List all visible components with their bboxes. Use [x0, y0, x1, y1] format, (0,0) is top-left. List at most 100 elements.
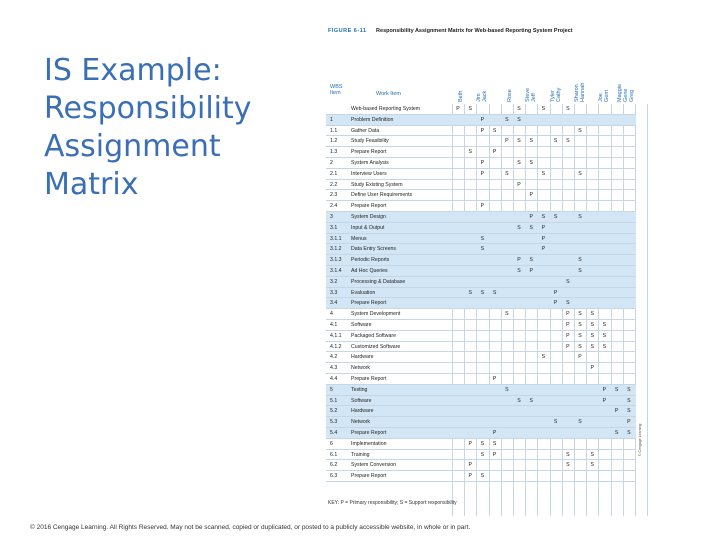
- responsibility-cell: S: [627, 386, 631, 393]
- grid-line: [452, 104, 453, 516]
- table-row: 6.1 Training S P S S: [326, 450, 636, 461]
- responsibility-cell: P: [566, 332, 570, 339]
- work-item: Interview Users: [351, 170, 387, 177]
- responsibility-cell: P: [480, 203, 485, 210]
- grid-line: [537, 104, 539, 516]
- table-row: 3.1 Input & Output S S P: [326, 222, 636, 234]
- grid-line: [598, 104, 600, 516]
- wbs-number: 3.1.2: [330, 246, 342, 253]
- table-row: 4.1.2 Customized Software P S S S: [326, 342, 636, 353]
- table-row: 5.4 Prepare Report P S S: [326, 427, 636, 439]
- wbs-number: 3.1.1: [330, 235, 342, 242]
- title-line-4: Matrix: [44, 167, 139, 202]
- person-name: Tyler Cathy: [549, 87, 562, 102]
- work-item: Problem Definition: [351, 116, 394, 123]
- responsibility-cell: P: [553, 300, 558, 307]
- work-item: Prepare Report: [351, 429, 387, 436]
- responsibility-cell: S: [468, 289, 472, 296]
- work-item: Periodic Reports: [351, 257, 390, 264]
- responsibility-cell: S: [517, 106, 521, 112]
- responsibility-cell: S: [627, 397, 631, 404]
- table-row: 1.2 Study Feasibility P S S S S: [326, 136, 636, 148]
- responsibility-cell: S: [578, 257, 582, 264]
- work-item: System Design: [351, 213, 386, 220]
- table-row: 2.2 Study Existing System P: [326, 180, 636, 191]
- responsibility-cell: P: [627, 419, 631, 426]
- person-header: Beth: [452, 34, 466, 102]
- table-row: 3.1.4 Ad Hoc Queries S P S: [326, 265, 636, 277]
- work-item-header: Work Item: [376, 91, 401, 97]
- table-row: 2.4 Prepare Report P: [326, 201, 636, 212]
- work-item: System Conversion: [351, 462, 396, 469]
- responsibility-cell: P: [480, 116, 485, 123]
- figure-title: Responsibility Assignment Matrix for Web…: [376, 28, 573, 34]
- wbs-number: 3: [330, 213, 333, 220]
- responsibility-cell: S: [517, 159, 521, 166]
- wbs-header: WBS Item: [330, 84, 343, 96]
- table-row: 3 System Design P S S S: [326, 211, 636, 223]
- grid-line: [476, 104, 478, 516]
- responsibility-cell: S: [602, 332, 607, 339]
- responsibility-cell: S: [517, 267, 521, 274]
- responsibility-cell: S: [541, 354, 546, 361]
- work-item: Gather Data: [351, 127, 380, 134]
- responsibility-cell: S: [553, 138, 558, 145]
- person-name: Joe Gerri: [598, 89, 611, 102]
- table-row: 6.3 Prepare Report P S: [326, 471, 636, 482]
- work-item: Ad Hoc Queries: [351, 267, 388, 274]
- table-row: Web-based Reporting System P S S S S: [326, 104, 636, 115]
- work-item: Prepare Report: [351, 203, 387, 210]
- grid-line: [647, 104, 649, 516]
- wbs-number: 2: [330, 159, 333, 166]
- responsibility-cell: S: [566, 278, 570, 285]
- responsibility-cell: P: [566, 343, 570, 350]
- table-row: 1.3 Prepare Report S P: [326, 147, 636, 158]
- responsibility-cell: P: [492, 451, 497, 458]
- responsibility-cell: S: [602, 343, 607, 350]
- person-header: Maggie Gene Greg: [617, 34, 637, 102]
- responsibility-cell: S: [578, 170, 582, 177]
- responsibility-cell: S: [492, 127, 497, 134]
- wbs-number: 4.3: [330, 365, 338, 372]
- responsibility-cell: S: [553, 419, 558, 426]
- person-header: Steve Jeff: [525, 34, 539, 102]
- wbs-number: 1.3: [330, 149, 338, 156]
- work-item: Study Feasibility: [351, 138, 389, 145]
- grid-line: [586, 104, 588, 516]
- person-header: Jim Jack: [476, 34, 490, 102]
- wbs-number: 4.1.1: [330, 332, 342, 339]
- responsibility-cell: P: [541, 235, 546, 242]
- table-row: 5 Testing S P S S: [326, 384, 636, 396]
- work-item: Testing: [351, 386, 368, 393]
- responsibility-cell: S: [529, 138, 533, 145]
- responsibility-cell: S: [541, 170, 546, 177]
- grid-line: [610, 104, 612, 516]
- matrix-table: Web-based Reporting System P S S S S 1 Problem …: [326, 104, 636, 482]
- work-item: Prepare Report: [351, 149, 387, 156]
- work-item: System Development: [351, 311, 401, 318]
- table-row: 2.3 Define User Requirements P: [326, 190, 636, 202]
- responsibility-cell: P: [529, 267, 533, 274]
- responsibility-cell: S: [627, 408, 631, 415]
- person-header: Tyler Cathy: [550, 34, 564, 102]
- wbs-number: 6.1: [330, 451, 338, 458]
- wbs-number: 3.1.4: [330, 267, 342, 274]
- figure-caption: FIGURE 6-11 Responsibility Assignment Ma…: [328, 28, 573, 34]
- wbs-number: 5.2: [330, 408, 338, 415]
- grid-line: [635, 104, 636, 516]
- responsibility-cell: S: [517, 224, 521, 231]
- table-row: 4.1.1 Packaged Software P S S S: [326, 331, 636, 342]
- responsibility-cell: S: [492, 289, 497, 296]
- wbs-number: 3.2: [330, 278, 338, 285]
- responsibility-cell: S: [468, 149, 472, 156]
- responsibility-cell: S: [566, 462, 570, 469]
- wbs-number: 2.4: [330, 203, 338, 210]
- responsibility-cell: S: [505, 116, 509, 123]
- wbs-number: 5.1: [330, 397, 338, 404]
- grid-line: [561, 104, 563, 516]
- work-item: Prepare Report: [351, 473, 387, 480]
- responsibility-cell: S: [505, 170, 509, 177]
- copyright-notice: © 2016 Cengage Learning. All Rights Rese…: [30, 524, 471, 531]
- work-item: Evaluation: [351, 289, 376, 296]
- wbs-number: 5.4: [330, 429, 338, 436]
